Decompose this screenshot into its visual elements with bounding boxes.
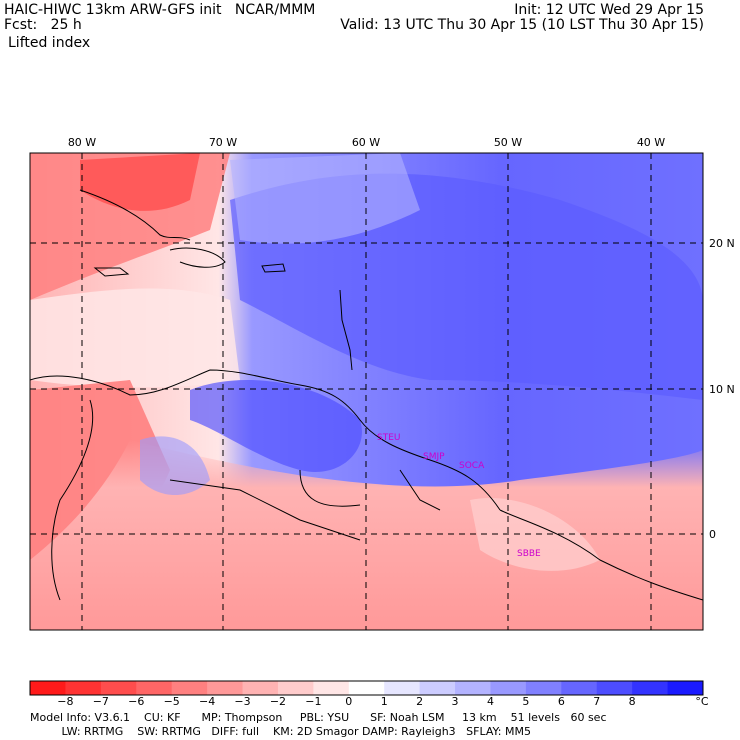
lon-label-50w: 50 W [494, 136, 522, 149]
lat-lon-grid [30, 153, 703, 630]
station-smjp: SMJP [423, 452, 445, 462]
colorbar-swatch [561, 681, 598, 695]
lon-label-80w: 80 W [68, 136, 96, 149]
lon-label-60w: 60 W [352, 136, 380, 149]
colorbar-tick-label: 4 [486, 695, 494, 708]
colorbar-swatch [632, 681, 669, 695]
colorbar-tick-label: 7 [593, 695, 601, 708]
colorbar-swatch [667, 681, 704, 695]
init-time: Init: 12 UTC Wed 29 Apr 15 [514, 2, 704, 18]
colorbar-swatch [242, 681, 279, 695]
model-info-line1: Model Info: V3.6.1 CU: KF MP: Thompson P… [30, 711, 607, 724]
colorbar-frame [29, 680, 704, 696]
colorbar-tick-label: 1 [380, 695, 388, 708]
station-soca: SOCA [459, 461, 485, 471]
lon-label-70w: 70 W [209, 136, 237, 149]
colorbar-tick-label: −1 [305, 695, 322, 708]
colorbar-swatch [30, 681, 66, 695]
field-name: Lifted index [8, 35, 91, 51]
station-sbbe: SBBE [517, 549, 541, 559]
colorbar [29, 680, 704, 696]
colorbar-swatch [313, 681, 350, 695]
model-info-line2: LW: RRTMG SW: RRTMG DIFF: full KM: 2D Sm… [30, 725, 531, 738]
colorbar-tick-label: −5 [163, 695, 180, 708]
coastlines [30, 189, 703, 601]
station-steu: STEU [377, 433, 400, 443]
colorbar-swatch [277, 681, 314, 695]
colorbar-tick-label: −3 [234, 695, 251, 708]
colorbar-swatch [596, 681, 633, 695]
colorbar-tick-label: 0 [345, 695, 353, 708]
map-frame [29, 152, 704, 631]
colorbar-swatch [65, 681, 102, 695]
colorbar-swatch [207, 681, 244, 695]
model-title: HAIC-HIWC 13km ARW-GFS init NCAR/MMM [4, 2, 316, 18]
colorbar-swatch [525, 681, 562, 695]
station-labels: STEU SMJP SOCA SBBE [377, 433, 541, 559]
lon-label-40w: 40 W [637, 136, 665, 149]
lat-label-20n: 20 N [709, 237, 735, 250]
colorbar-tick-label: 5 [522, 695, 530, 708]
lat-label-0: 0 [709, 528, 716, 541]
colorbar-unit: °C [695, 695, 709, 708]
colorbar-swatch [384, 681, 421, 695]
colorbar-swatch [490, 681, 527, 695]
colorbar-tick-label: −6 [128, 695, 145, 708]
colorbar-tick-label: −4 [198, 695, 216, 708]
colorbar-tick-label: −8 [57, 695, 74, 708]
colorbar-swatch [348, 681, 385, 695]
colorbar-tick-label: 2 [416, 695, 424, 708]
colorbar-swatch [171, 681, 208, 695]
colorbar-swatch [455, 681, 491, 695]
colorbar-tick-label: 6 [557, 695, 565, 708]
forecast-hour: Fcst: 25 h [4, 17, 82, 33]
colorbar-tick-label: −2 [269, 695, 287, 708]
colorbar-swatch [100, 681, 137, 695]
colorbar-swatch [419, 681, 456, 695]
lat-label-10n: 10 N [709, 383, 735, 396]
colorbar-tick-label: −7 [92, 695, 109, 708]
colorbar-swatch [136, 681, 173, 695]
colorbar-tick-label: 8 [628, 695, 636, 708]
valid-time: Valid: 13 UTC Thu 30 Apr 15 (10 LST Thu … [340, 17, 704, 33]
axis-labels: 80 W 70 W 60 W 50 W 40 W 20 N 10 N 0 [68, 136, 735, 541]
colorbar-tick-label: 3 [451, 695, 459, 708]
